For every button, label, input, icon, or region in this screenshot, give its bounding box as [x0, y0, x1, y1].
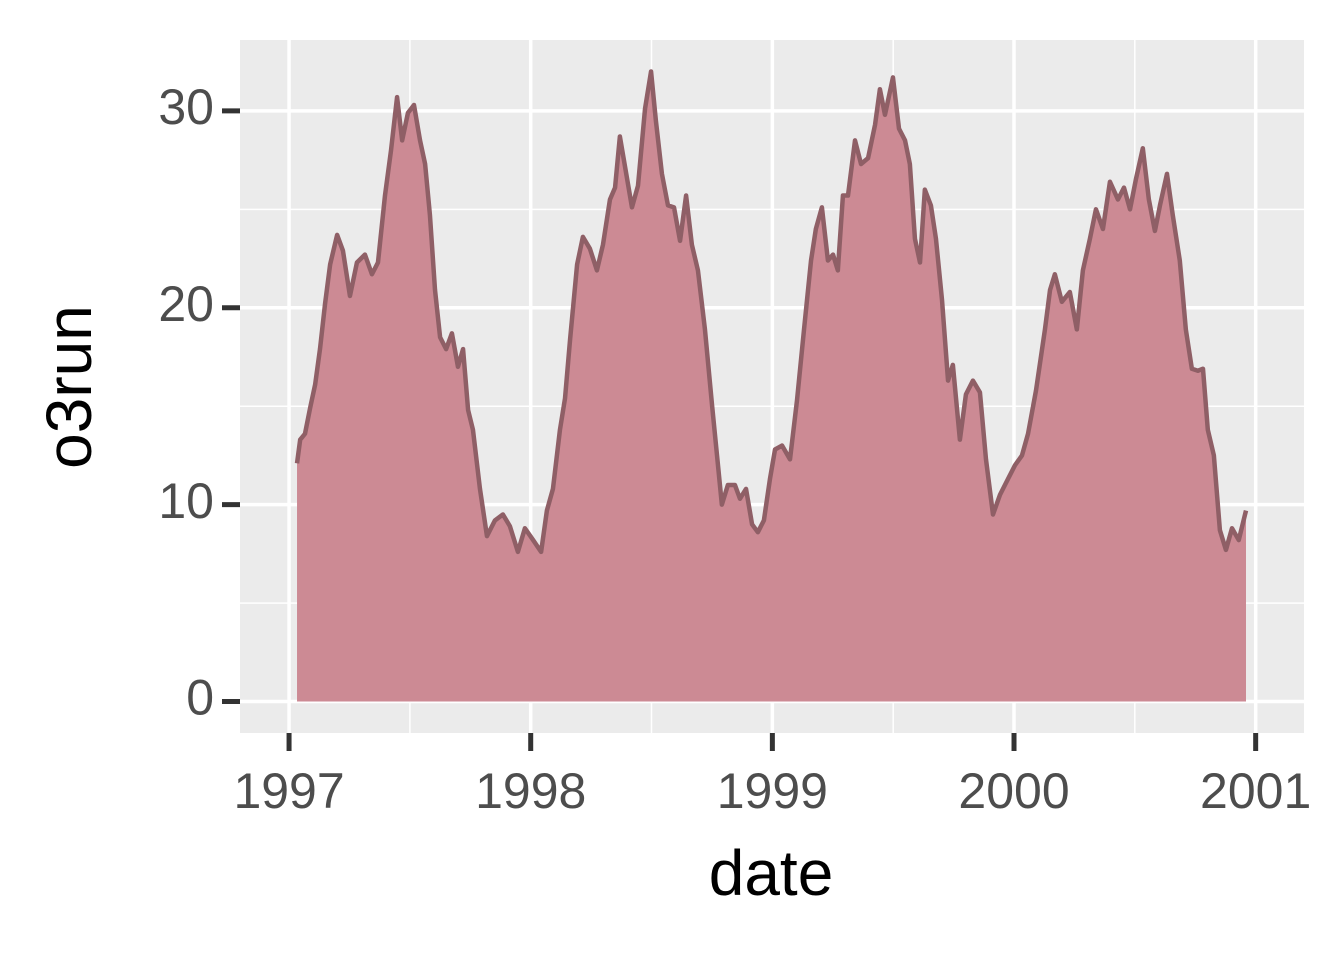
x-tick-label: 2001: [1200, 763, 1311, 819]
x-tick-label: 1999: [717, 763, 828, 819]
y-tick-label: 10: [158, 473, 214, 529]
x-axis-title: date: [709, 837, 834, 909]
y-tick-label: 30: [158, 79, 214, 135]
y-tick-label: 20: [158, 276, 214, 332]
y-tick-label: 0: [186, 670, 214, 726]
line: [294, 69, 1249, 555]
x-tick-label: 1997: [233, 763, 344, 819]
y-axis-title: o3run: [33, 305, 105, 469]
x-tick-label: 1998: [475, 763, 586, 819]
x-tick-label: 2000: [958, 763, 1069, 819]
